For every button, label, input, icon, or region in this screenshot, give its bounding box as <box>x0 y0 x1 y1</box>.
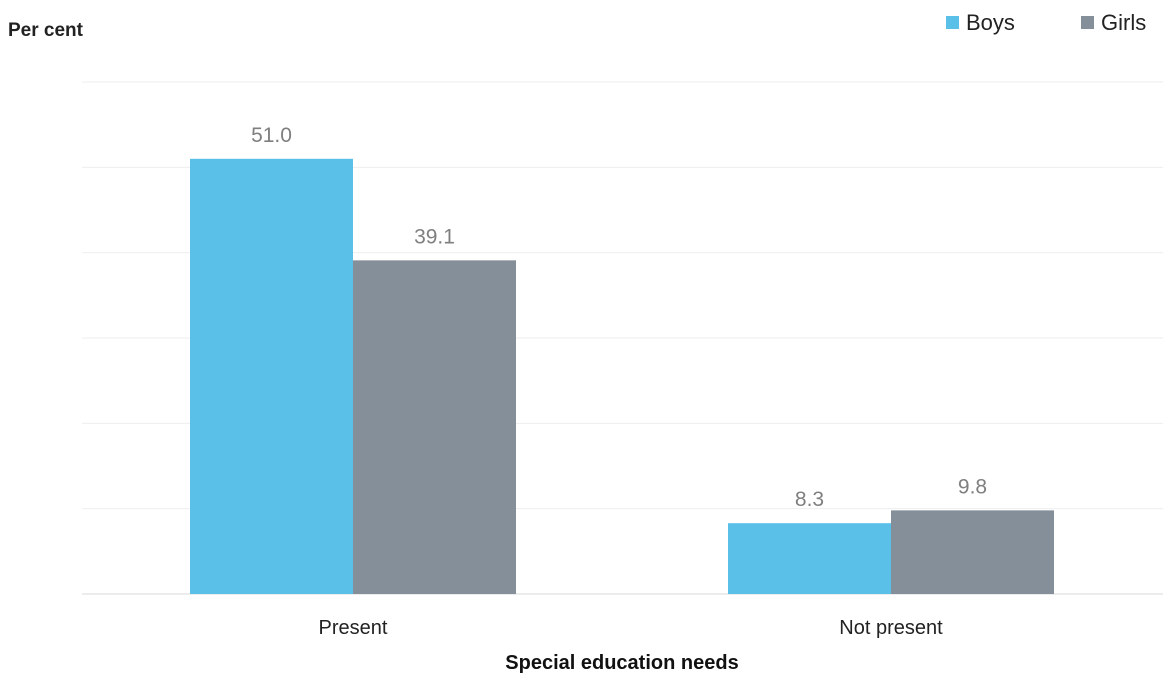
bar-girls-present <box>353 260 516 594</box>
legend-swatch-girls <box>1081 16 1094 29</box>
legend: Boys Girls <box>946 10 1146 35</box>
legend-label-boys: Boys <box>966 10 1015 35</box>
y-axis-label: Per cent <box>8 20 84 41</box>
bar-boys-present <box>190 158 353 595</box>
bars <box>190 158 1054 595</box>
category-tick-label: Present <box>319 617 388 639</box>
data-label: 8.3 <box>795 488 824 511</box>
category-tick-labels: Present Not present <box>319 617 944 639</box>
legend-label-girls: Girls <box>1101 10 1146 35</box>
category-tick-label: Not present <box>839 617 943 639</box>
data-label: 51.0 <box>251 124 292 147</box>
bar-boys-not-present <box>728 523 891 594</box>
data-label: 39.1 <box>414 225 455 248</box>
x-axis-label: Special education needs <box>505 652 738 674</box>
data-labels: 51.0 39.1 8.3 9.8 <box>251 124 987 511</box>
data-label: 9.8 <box>958 475 987 498</box>
legend-swatch-boys <box>946 16 959 29</box>
bar-girls-not-present <box>891 510 1054 594</box>
